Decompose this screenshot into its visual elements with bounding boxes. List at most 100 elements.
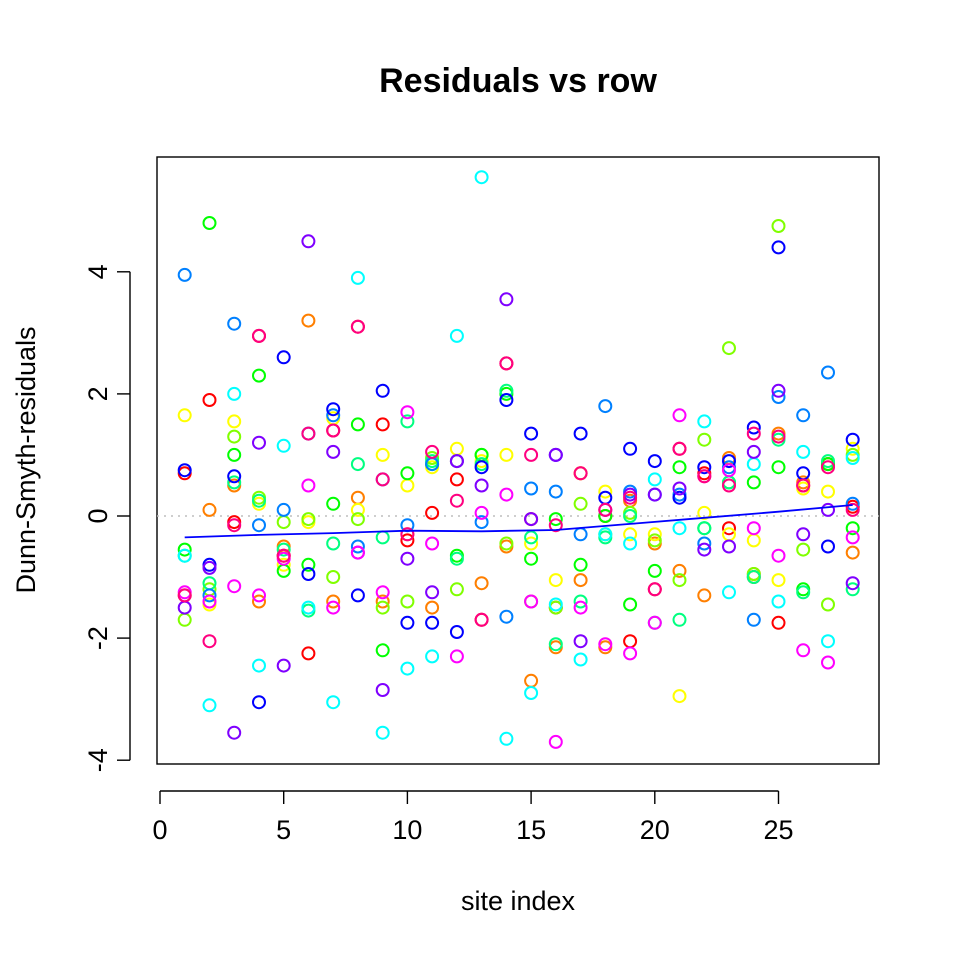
y-tick-label: 2	[83, 386, 113, 401]
data-point	[524, 447, 539, 462]
data-point	[771, 573, 786, 588]
data-point	[400, 405, 415, 420]
data-point	[821, 365, 835, 380]
data-point	[301, 313, 316, 328]
data-point	[400, 615, 415, 630]
data-point	[499, 383, 514, 398]
data-point	[845, 496, 860, 511]
x-tick-label: 15	[516, 815, 546, 845]
chart-title: Residuals vs row	[379, 62, 657, 100]
data-point	[697, 505, 712, 520]
data-point	[845, 432, 860, 447]
data-point	[375, 417, 390, 432]
data-point	[202, 634, 217, 649]
data-point	[722, 585, 736, 600]
data-point	[227, 414, 242, 429]
data-point	[202, 698, 217, 713]
data-point	[425, 585, 440, 600]
data-point	[227, 447, 242, 462]
data-point	[350, 502, 365, 517]
data-point	[548, 734, 563, 749]
data-point	[252, 588, 266, 603]
data-point	[771, 390, 786, 404]
x-tick-label: 5	[276, 815, 291, 845]
data-point	[499, 393, 514, 407]
plot-frame	[156, 156, 880, 765]
y-tick-label: 0	[83, 508, 113, 523]
y-tick-label: 4	[83, 264, 113, 279]
data-point	[771, 429, 786, 444]
data-point	[672, 490, 687, 505]
data-point	[252, 594, 266, 609]
data-point	[647, 454, 662, 469]
data-point	[350, 512, 365, 527]
data-point	[177, 463, 192, 478]
data-point	[276, 350, 291, 365]
data-point	[301, 646, 316, 661]
data-point	[202, 588, 217, 603]
series-5	[177, 216, 860, 658]
data-point	[821, 484, 835, 499]
data-point	[771, 219, 786, 233]
data-point	[573, 573, 588, 588]
data-point	[548, 447, 563, 462]
data-point	[227, 518, 242, 533]
data-point	[400, 414, 415, 429]
data-point	[326, 496, 341, 511]
data-point	[449, 551, 464, 566]
data-point	[647, 527, 662, 542]
data-point	[301, 567, 316, 581]
data-point	[449, 472, 464, 487]
data-point	[697, 432, 712, 447]
data-point	[746, 521, 761, 536]
data-point	[474, 478, 489, 493]
data-point	[449, 582, 464, 597]
data-point	[202, 594, 217, 609]
data-point	[326, 695, 341, 710]
data-point	[623, 597, 638, 612]
y-tick-label: -4	[83, 748, 113, 772]
data-point	[177, 267, 192, 282]
data-point	[647, 487, 662, 502]
data-point	[449, 454, 464, 469]
data-point	[845, 576, 860, 591]
data-point	[326, 594, 341, 609]
data-point	[746, 612, 761, 627]
data-point	[821, 597, 835, 612]
data-point	[722, 478, 736, 493]
data-point	[202, 560, 217, 575]
data-point	[499, 609, 514, 624]
data-point	[350, 270, 365, 285]
data-point	[524, 594, 539, 609]
data-point	[796, 478, 811, 493]
data-point	[499, 536, 514, 551]
data-point	[672, 573, 687, 588]
data-point	[796, 542, 811, 557]
data-point	[647, 563, 662, 578]
data-point	[524, 536, 539, 551]
data-point	[548, 518, 563, 533]
data-point	[449, 493, 464, 508]
data-points	[177, 170, 860, 749]
data-point	[573, 594, 588, 609]
series-9	[177, 240, 860, 710]
data-point	[722, 521, 736, 536]
data-point	[672, 612, 687, 627]
data-point	[746, 444, 761, 459]
data-point	[375, 594, 390, 609]
data-point	[375, 600, 390, 615]
data-point	[771, 548, 786, 563]
data-point	[598, 484, 613, 499]
data-point	[276, 502, 291, 517]
data-point	[722, 454, 736, 469]
data-point	[474, 505, 489, 520]
data-point	[227, 725, 242, 740]
data-point	[672, 408, 687, 423]
data-point	[375, 383, 390, 398]
data-point	[375, 725, 390, 740]
data-point	[524, 686, 539, 700]
data-point	[276, 548, 291, 563]
data-point	[301, 557, 316, 572]
y-axis: -4 -2 0 2 4	[83, 264, 131, 772]
